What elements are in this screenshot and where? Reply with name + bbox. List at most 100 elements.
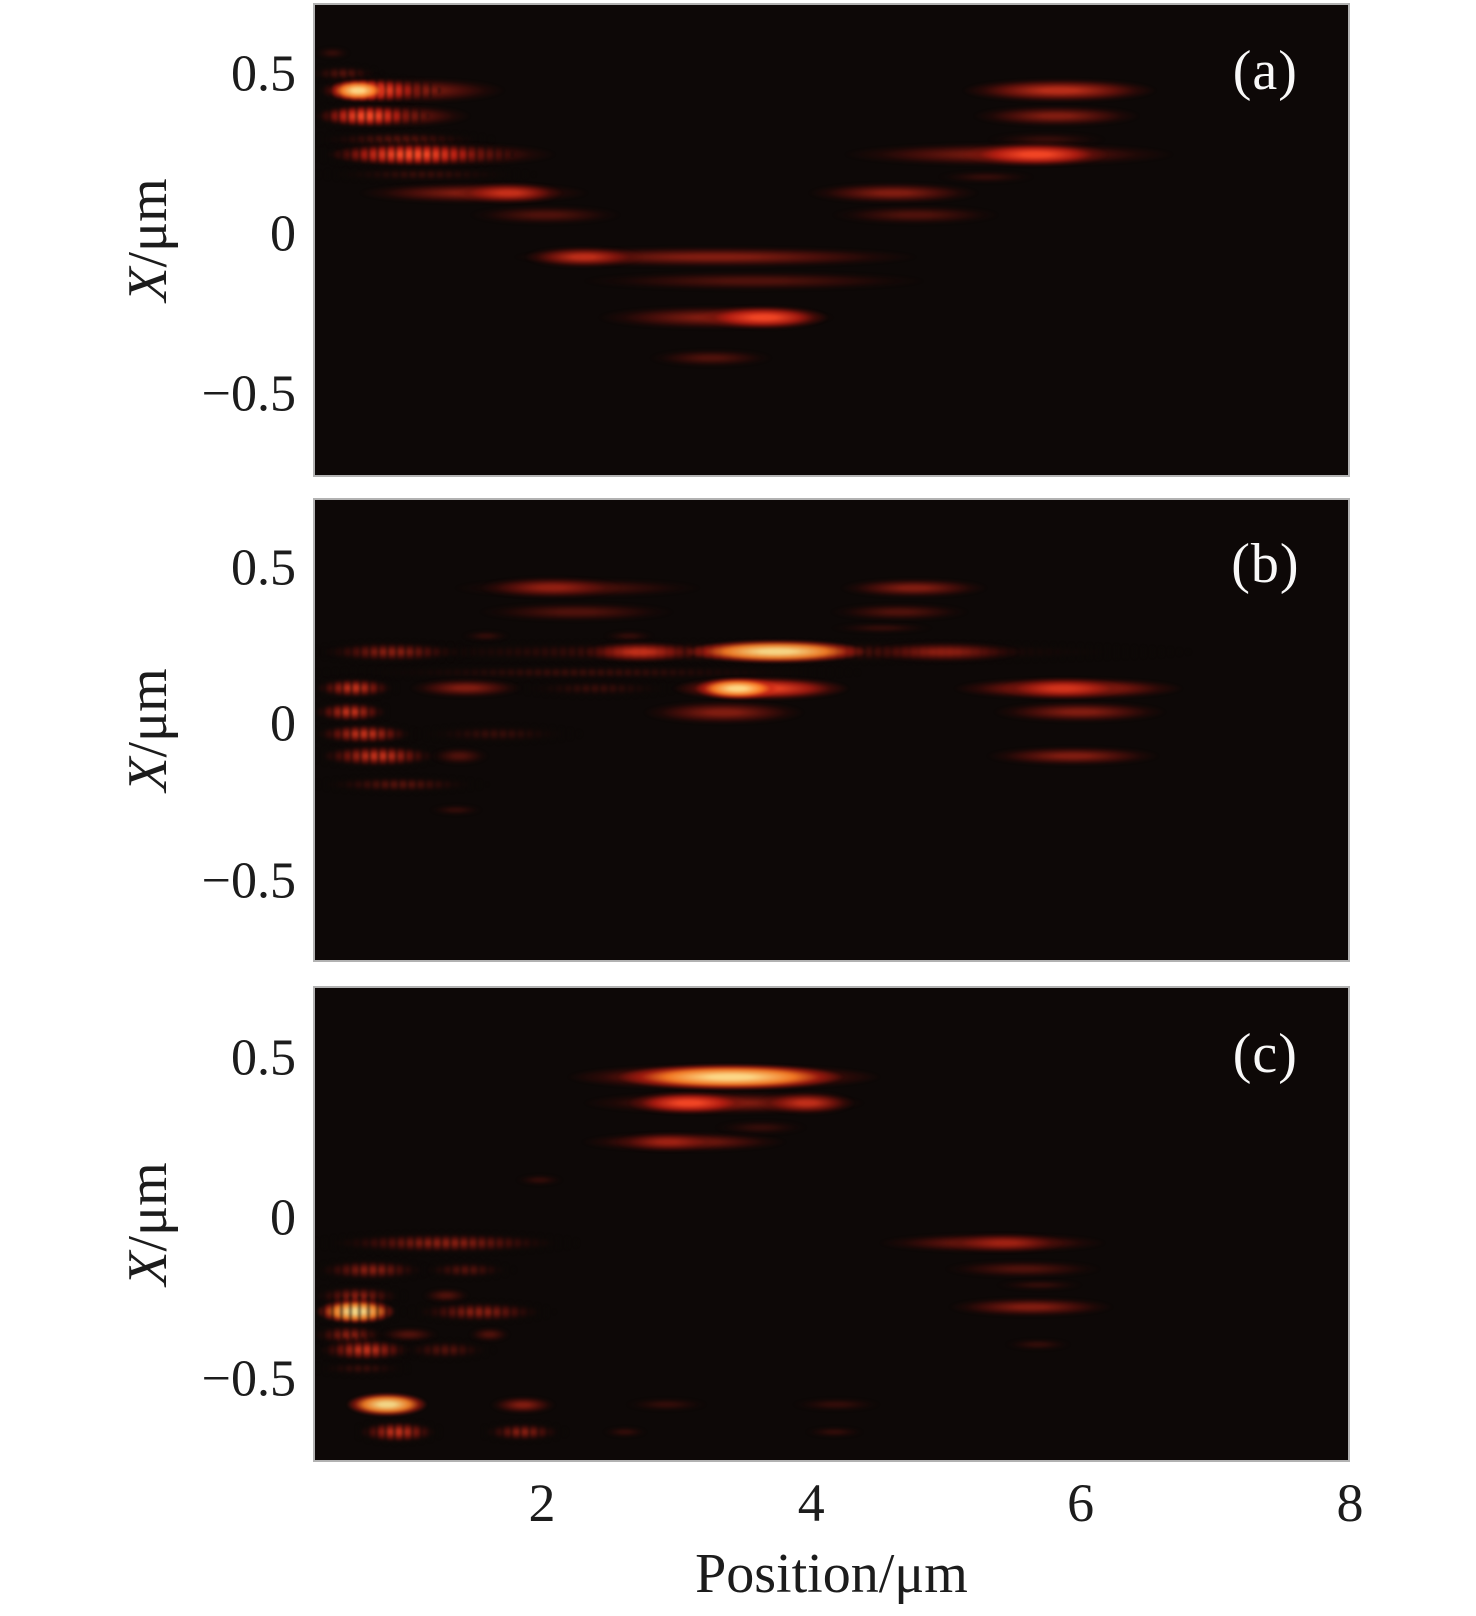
intensity-streak bbox=[315, 722, 421, 747]
intensity-streak bbox=[315, 44, 354, 62]
intensity-streak bbox=[571, 638, 710, 665]
intensity-streak bbox=[463, 574, 639, 601]
intensity-streak bbox=[940, 76, 1179, 106]
panel-c-label: (c) bbox=[1232, 1023, 1298, 1086]
x-axis-ticks: 2 4 6 8 bbox=[313, 1472, 1363, 1542]
intensity-streak bbox=[651, 673, 871, 703]
x-axis-title: Position/μm bbox=[695, 1543, 968, 1605]
intensity-streak bbox=[410, 724, 582, 744]
intensity-streak bbox=[482, 1393, 564, 1416]
y-axis-title-unit: /μm bbox=[117, 668, 179, 758]
intensity-streak bbox=[315, 1231, 582, 1256]
intensity-streak bbox=[987, 1277, 1092, 1293]
panel-a-heatmap bbox=[315, 5, 1348, 475]
intensity-streak bbox=[685, 675, 790, 702]
panel-b: (b) bbox=[313, 498, 1350, 962]
intensity-streak bbox=[510, 678, 683, 698]
x-tick-label: 8 bbox=[1336, 1473, 1364, 1533]
intensity-streak bbox=[929, 1295, 1132, 1320]
y-tick-label: 0.5 bbox=[231, 45, 296, 103]
intensity-streak bbox=[463, 1325, 515, 1345]
intensity-streak bbox=[571, 303, 861, 333]
intensity-streak bbox=[614, 1088, 763, 1118]
x-tick-label: 2 bbox=[528, 1473, 556, 1533]
intensity-streak bbox=[315, 140, 515, 170]
intensity-streak bbox=[457, 600, 696, 625]
panel-a: (a) bbox=[313, 3, 1350, 477]
intensity-streak bbox=[426, 575, 730, 600]
intensity-streak bbox=[853, 1231, 1132, 1256]
intensity-streak bbox=[685, 303, 844, 333]
intensity-streak bbox=[926, 168, 1045, 186]
intensity-streak bbox=[466, 243, 965, 271]
x-tick-label: 4 bbox=[797, 1473, 825, 1533]
intensity-streak bbox=[933, 1231, 1079, 1256]
intensity-streak bbox=[604, 1130, 730, 1155]
intensity-streak bbox=[624, 697, 824, 727]
intensity-streak bbox=[799, 1424, 871, 1439]
y-axis-ticks-panel-c: 0.5 0 −0.5 bbox=[0, 988, 296, 1460]
intensity-streak bbox=[967, 743, 1179, 768]
intensity-streak bbox=[315, 64, 384, 84]
y-tick-label: −0.5 bbox=[201, 1350, 296, 1408]
intensity-streak bbox=[417, 1286, 475, 1306]
intensity-streak bbox=[403, 1299, 556, 1324]
intensity-streak bbox=[823, 575, 1005, 600]
intensity-streak bbox=[315, 1336, 421, 1364]
intensity-streak bbox=[788, 179, 998, 207]
intensity-streak bbox=[443, 179, 576, 207]
intensity-streak bbox=[417, 1260, 515, 1280]
intensity-streak bbox=[315, 101, 429, 131]
intensity-streak bbox=[544, 268, 965, 293]
y-tick-label: 0.5 bbox=[231, 539, 296, 597]
intensity-streak bbox=[705, 1118, 817, 1138]
panel-c-heatmap bbox=[315, 988, 1348, 1460]
intensity-streak bbox=[315, 1360, 415, 1377]
intensity-streak bbox=[315, 775, 488, 795]
panel-c: (c) bbox=[313, 986, 1350, 1462]
intensity-streak bbox=[819, 621, 945, 636]
intensity-streak bbox=[315, 639, 475, 664]
intensity-streak bbox=[457, 628, 515, 644]
intensity-streak bbox=[315, 1283, 408, 1308]
intensity-streak bbox=[853, 638, 1039, 665]
intensity-streak bbox=[806, 140, 1213, 170]
intensity-streak bbox=[812, 203, 1018, 228]
intensity-streak bbox=[321, 77, 395, 104]
intensity-streak bbox=[748, 1088, 867, 1118]
intensity-streak bbox=[396, 676, 535, 701]
intensity-streak bbox=[336, 1390, 437, 1420]
intensity-streak bbox=[315, 1257, 435, 1282]
y-tick-label: −0.5 bbox=[201, 852, 296, 910]
intensity-streak bbox=[423, 802, 488, 817]
intensity-streak bbox=[315, 700, 395, 725]
y-tick-label: −0.5 bbox=[201, 365, 296, 423]
y-tick-label: 0 bbox=[270, 205, 296, 263]
intensity-streak bbox=[315, 664, 864, 682]
y-tick-label: 0 bbox=[270, 1189, 296, 1247]
intensity-streak bbox=[315, 140, 582, 170]
y-axis-ticks-panel-b: 0.5 0 −0.5 bbox=[0, 500, 296, 960]
panel-b-heatmap bbox=[315, 500, 1348, 960]
intensity-streak bbox=[973, 698, 1186, 726]
intensity-streak bbox=[423, 745, 495, 767]
intensity-streak bbox=[315, 75, 526, 107]
y-tick-label: 0.5 bbox=[231, 1028, 296, 1086]
intensity-streak bbox=[510, 1172, 569, 1188]
intensity-streak bbox=[315, 166, 535, 183]
intensity-streak bbox=[635, 347, 786, 370]
intensity-streak bbox=[315, 742, 448, 770]
intensity-streak bbox=[315, 129, 495, 149]
y-axis-title-unit: /μm bbox=[117, 178, 179, 268]
intensity-streak bbox=[926, 675, 1210, 702]
y-axis-title-panel-a: X/μm bbox=[116, 178, 180, 301]
intensity-streak bbox=[598, 628, 660, 644]
intensity-streak bbox=[372, 1325, 446, 1345]
y-axis-title-italic: X bbox=[117, 1251, 179, 1286]
intensity-streak bbox=[315, 1296, 405, 1328]
intensity-streak bbox=[477, 1420, 569, 1443]
intensity-streak bbox=[973, 129, 1119, 149]
intensity-streak bbox=[665, 637, 888, 667]
intensity-streak bbox=[396, 1339, 495, 1361]
intensity-streak bbox=[997, 1337, 1079, 1352]
